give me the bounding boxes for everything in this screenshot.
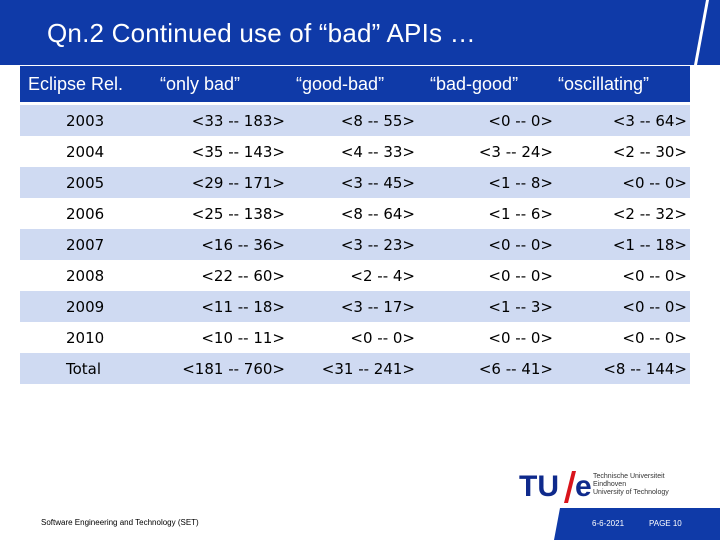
header-bad-good: “bad-good” (430, 73, 519, 94)
table-row: 2009 <11 -- 18> <3 -- 17> <1 -- 3> <0 --… (20, 291, 690, 322)
slide-title: Qn.2 Continued use of “bad” APIs … (47, 18, 476, 48)
logo-tu-mark: TU (519, 470, 559, 503)
table-row: 2010 <10 -- 11> <0 -- 0> <0 -- 0> <0 -- … (20, 322, 690, 353)
logo-line: Technische Universiteit (593, 473, 665, 480)
footer-band (554, 508, 720, 540)
cell-oscillating: <8 -- 144> (603, 359, 687, 378)
footer-group-name: Software Engineering and Technology (SET… (41, 518, 199, 527)
table-header-row: Eclipse Rel. “only bad” “good-bad” “bad-… (20, 66, 690, 102)
cell-only-bad: <22 -- 60> (201, 266, 285, 285)
cell-oscillating: <2 -- 32> (612, 204, 687, 223)
cell-release: 2003 (66, 111, 105, 130)
cell-release: 2005 (66, 173, 105, 192)
cell-release: 2009 (66, 297, 105, 316)
cell-release: Total (66, 359, 102, 378)
cell-oscillating: <0 -- 0> (622, 297, 687, 316)
header-eclipse-release: Eclipse Rel. (28, 73, 124, 94)
logo-e-mark: e (575, 470, 592, 503)
cell-only-bad: <16 -- 36> (201, 235, 285, 254)
cell-release: 2006 (66, 204, 105, 223)
header-good-bad: “good-bad” (296, 73, 385, 94)
cell-good-bad: <2 -- 4> (350, 266, 415, 285)
tue-logo: TU e Technische Universiteit Eindhoven U… (519, 470, 699, 504)
table-row: 2007 <16 -- 36> <3 -- 23> <0 -- 0> <1 --… (20, 229, 690, 260)
logo-university-name: Technische Universiteit Eindhoven Univer… (593, 473, 669, 497)
header-only-bad: “only bad” (160, 73, 241, 94)
table-row: 2008 <22 -- 60> <2 -- 4> <0 -- 0> <0 -- … (20, 260, 690, 291)
cell-good-bad: <3 -- 17> (340, 297, 415, 316)
cell-bad-good: <0 -- 0> (488, 328, 553, 347)
cell-release: 2007 (66, 235, 105, 254)
logo-line: University of Technology (593, 489, 669, 496)
cell-good-bad: <8 -- 55> (340, 111, 415, 130)
table-row-total: Total <181 -- 760> <31 -- 241> <6 -- 41>… (20, 353, 690, 384)
cell-only-bad: <25 -- 138> (191, 204, 285, 223)
cell-bad-good: <6 -- 41> (478, 359, 553, 378)
cell-release: 2010 (66, 328, 105, 347)
table-row: 2003 <33 -- 183> <8 -- 55> <0 -- 0> <3 -… (20, 105, 690, 136)
logo-line: Eindhoven (593, 481, 627, 488)
footer-band-background (554, 508, 720, 540)
cell-good-bad: <0 -- 0> (350, 328, 415, 347)
logo-slash-icon (564, 471, 576, 503)
table-row: 2005 <29 -- 171> <3 -- 45> <1 -- 8> <0 -… (20, 167, 690, 198)
footer-page-number: PAGE 10 (649, 519, 682, 528)
cell-good-bad: <3 -- 23> (340, 235, 415, 254)
cell-bad-good: <1 -- 6> (488, 204, 553, 223)
header-oscillating: “oscillating” (558, 73, 650, 94)
header-background (0, 0, 720, 65)
cell-bad-good: <0 -- 0> (488, 111, 553, 130)
cell-oscillating: <2 -- 30> (612, 142, 687, 161)
slide-header-band: Qn.2 Continued use of “bad” APIs … (0, 0, 720, 65)
cell-only-bad: <181 -- 760> (182, 359, 285, 378)
table-row: 2004 <35 -- 143> <4 -- 33> <3 -- 24> <2 … (20, 136, 690, 167)
cell-only-bad: <10 -- 11> (201, 328, 285, 347)
cell-good-bad: <8 -- 64> (340, 204, 415, 223)
cell-oscillating: <0 -- 0> (622, 328, 687, 347)
cell-good-bad: <31 -- 241> (321, 359, 415, 378)
cell-bad-good: <1 -- 3> (488, 297, 553, 316)
footer-date: 6-6-2021 (592, 519, 625, 528)
cell-only-bad: <33 -- 183> (191, 111, 285, 130)
cell-only-bad: <35 -- 143> (191, 142, 285, 161)
api-usage-table: Eclipse Rel. “only bad” “good-bad” “bad-… (20, 66, 690, 384)
cell-bad-good: <1 -- 8> (488, 173, 553, 192)
cell-oscillating: <0 -- 0> (622, 266, 687, 285)
cell-only-bad: <29 -- 171> (191, 173, 285, 192)
cell-only-bad: <11 -- 18> (201, 297, 285, 316)
cell-release: 2004 (66, 142, 105, 161)
cell-oscillating: <0 -- 0> (622, 173, 687, 192)
cell-bad-good: <3 -- 24> (478, 142, 553, 161)
cell-bad-good: <0 -- 0> (488, 235, 553, 254)
cell-oscillating: <1 -- 18> (612, 235, 687, 254)
cell-oscillating: <3 -- 64> (612, 111, 687, 130)
cell-bad-good: <0 -- 0> (488, 266, 553, 285)
cell-good-bad: <3 -- 45> (340, 173, 415, 192)
cell-good-bad: <4 -- 33> (340, 142, 415, 161)
table-row: 2006 <25 -- 138> <8 -- 64> <1 -- 6> <2 -… (20, 198, 690, 229)
cell-release: 2008 (66, 266, 105, 285)
